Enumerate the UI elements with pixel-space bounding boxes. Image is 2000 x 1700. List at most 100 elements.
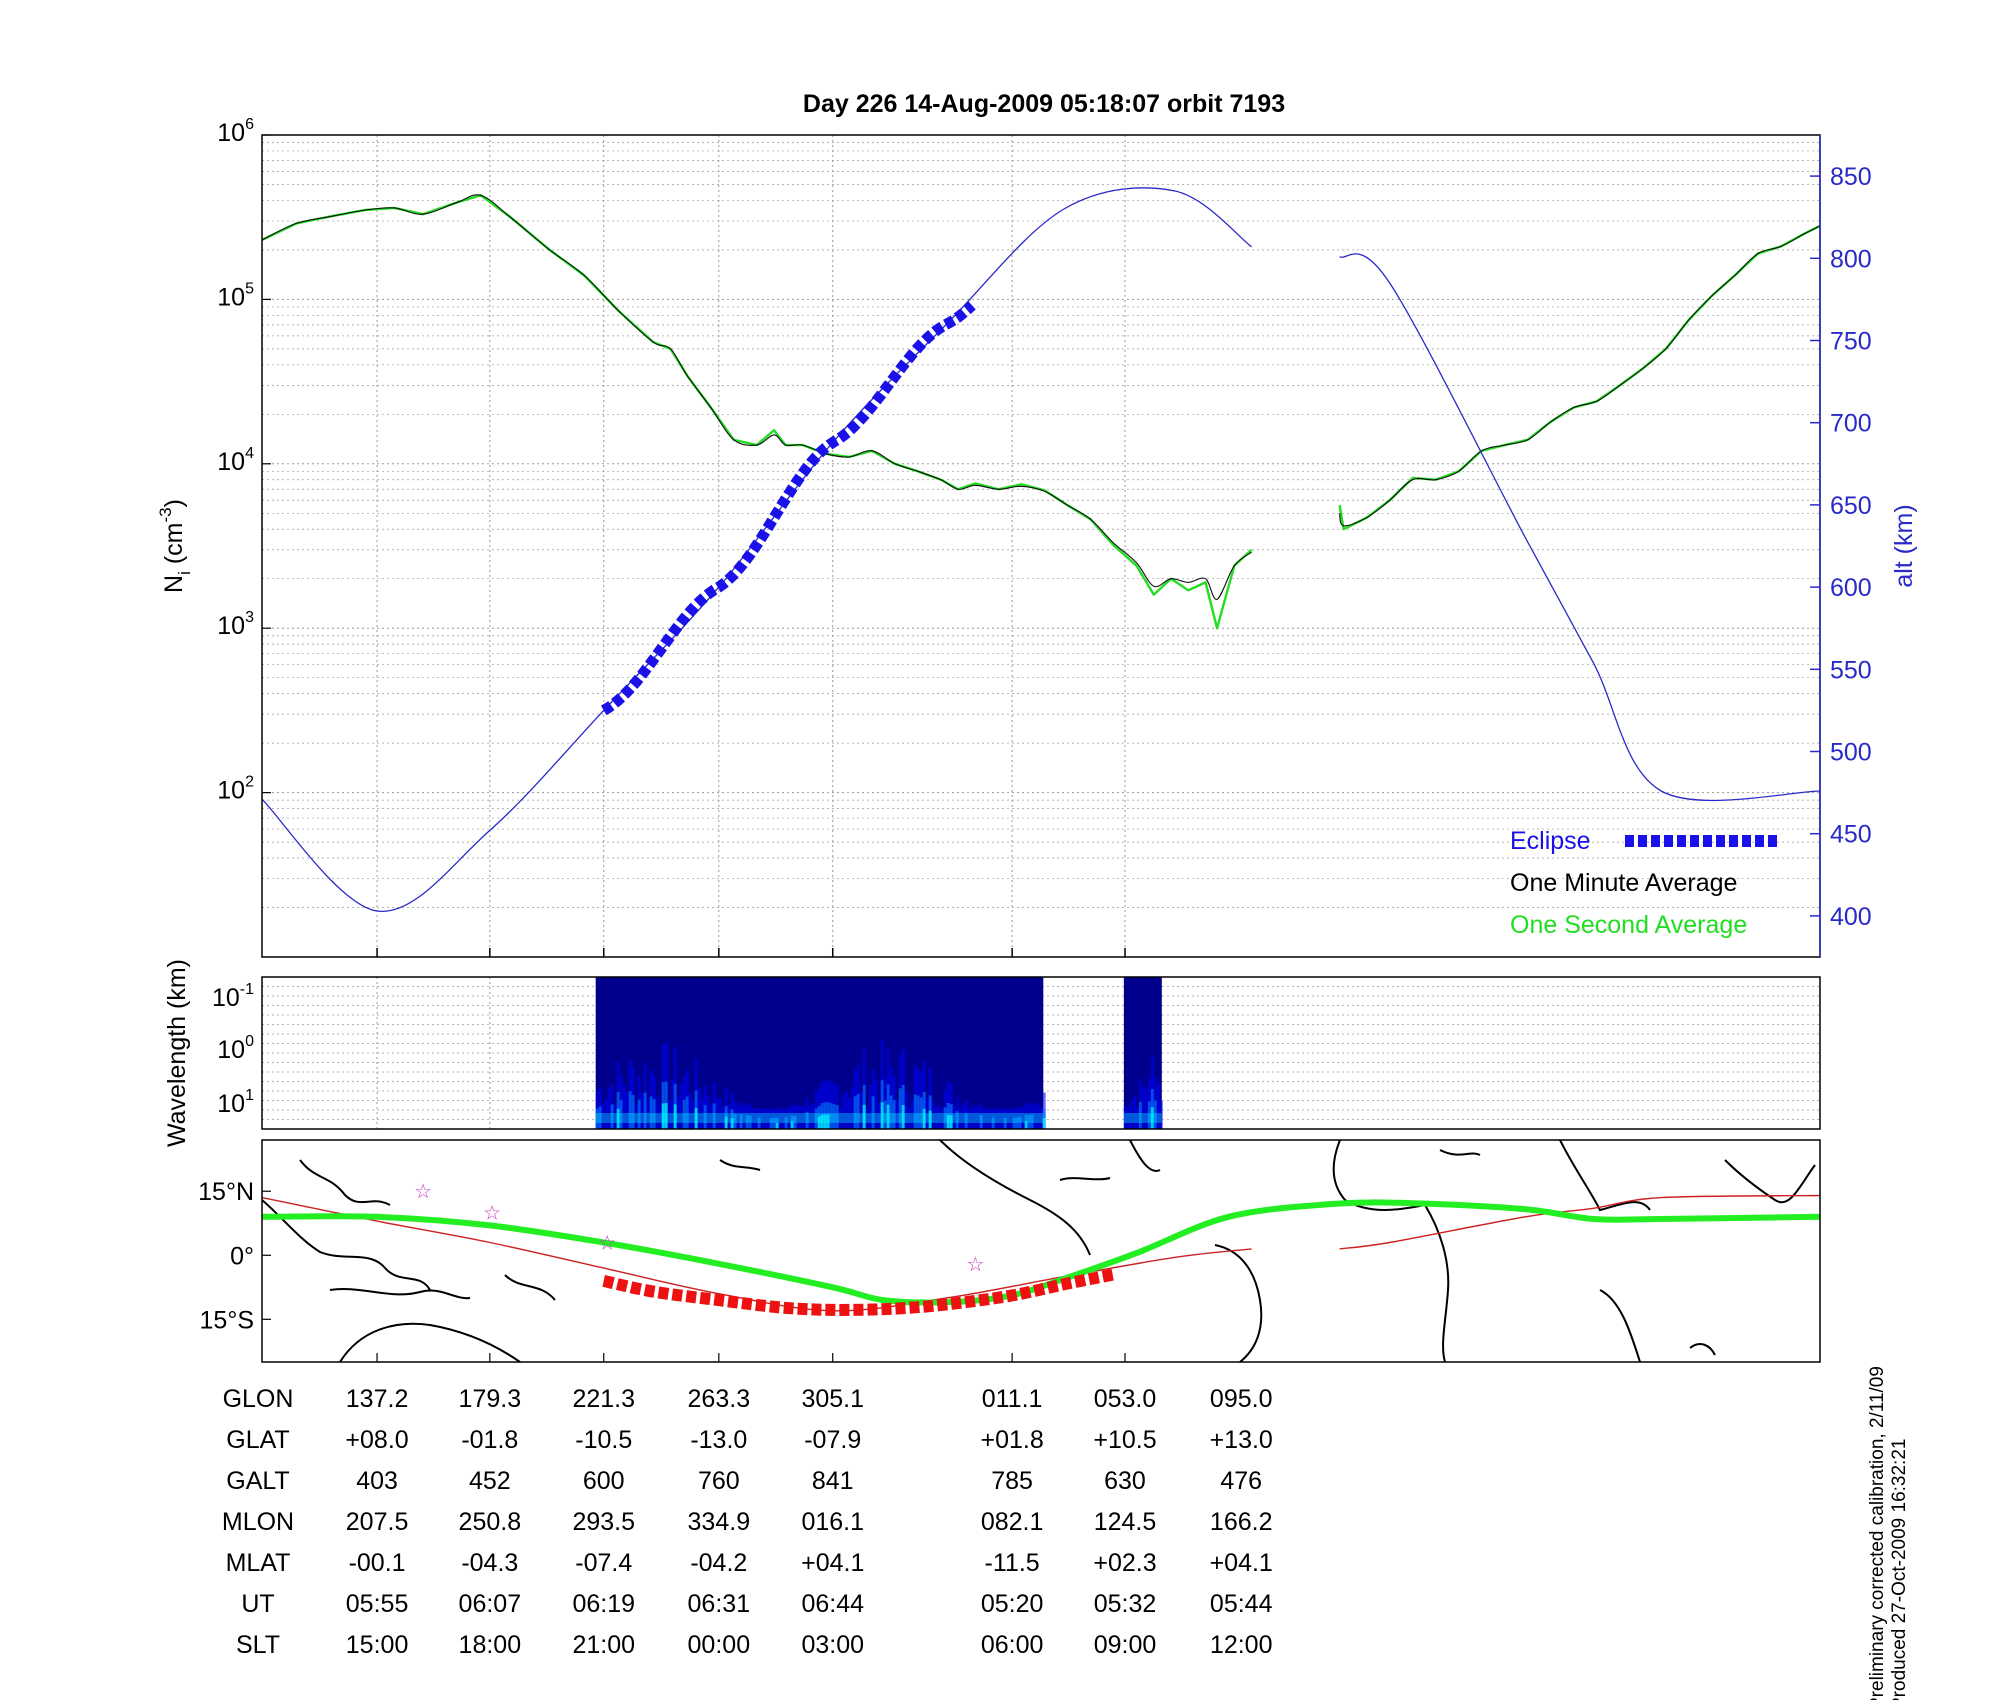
spectrogram-column	[940, 1108, 944, 1129]
coastline	[1689, 1343, 1716, 1356]
spectrogram-column	[715, 1097, 719, 1129]
ephemeris-cell: 785	[991, 1467, 1033, 1495]
spectrogram-column-mid	[682, 1099, 686, 1129]
spectrogram-column	[910, 1099, 914, 1129]
coastline	[1129, 1139, 1161, 1172]
ephemeris-cell: 09:00	[1094, 1631, 1157, 1659]
spectrogram-column-mid	[1012, 1117, 1016, 1129]
ephemeris-cell: 179.3	[459, 1385, 522, 1413]
spectrogram-column-mid	[814, 1108, 818, 1129]
ephemeris-cell: 03:00	[801, 1631, 864, 1659]
spectrogram-column	[925, 1097, 929, 1129]
ephemeris-cell: 476	[1220, 1467, 1262, 1495]
spectrogram-column-mid	[784, 1117, 788, 1129]
spectrogram-column	[1039, 1107, 1043, 1129]
spectrogram-column	[655, 1096, 659, 1129]
spectrogram-column-high	[862, 1104, 866, 1129]
density-axis-ticks: 102 103 104 105 106	[217, 116, 271, 805]
calibration-note: Preliminary corrected calibration, 2/11/…	[1867, 1366, 1888, 1700]
spectrogram-column	[988, 1108, 992, 1129]
spectrogram-column	[799, 1106, 803, 1129]
spectrogram-column	[937, 1105, 941, 1129]
spectrogram-column	[1135, 1107, 1139, 1129]
eclipse-altitude-segment	[600, 301, 976, 716]
coastline	[939, 1139, 1091, 1256]
spectrogram-column-mid	[619, 1099, 623, 1129]
density-plot-frame	[262, 135, 1820, 957]
star-marker: ☆	[966, 1254, 984, 1276]
spectrogram-column	[967, 1108, 971, 1129]
density-panel: 102 103 104 105 106 400 450 500 550 600 650 700 750…	[156, 116, 1918, 958]
latitude-tick-label: 0°	[230, 1242, 254, 1270]
spectrogram-column-mid	[733, 1113, 737, 1129]
ephemeris-cell: 053.0	[1094, 1385, 1157, 1413]
magnetic-equator-line	[1339, 1194, 1821, 1250]
altitude-tick-label: 750	[1830, 328, 1872, 356]
spectrogram-column-high	[673, 1104, 677, 1129]
ephemeris-cell: +13.0	[1210, 1426, 1273, 1454]
ephemeris-cell: 334.9	[688, 1508, 751, 1536]
spectrogram-column	[700, 1098, 704, 1129]
spectrogram-column	[601, 1104, 605, 1129]
ephemeris-cell: 011.1	[982, 1385, 1043, 1413]
density-series	[261, 187, 1821, 912]
ephemeris-cell: -11.5	[985, 1549, 1040, 1577]
ephemeris-cell: -00.1	[349, 1549, 406, 1577]
spectrogram-column-high	[790, 1121, 794, 1129]
spectrogram-column-mid	[649, 1096, 653, 1129]
ephemeris-row-label: GLON	[223, 1385, 294, 1413]
coastline	[339, 1322, 521, 1363]
spectrogram-column	[868, 1085, 872, 1129]
spectrogram-column	[613, 1104, 617, 1129]
spectrogram-column	[760, 1108, 764, 1129]
ephemeris-cell: -07.4	[575, 1549, 632, 1577]
spectrogram-column	[736, 1105, 740, 1129]
ephemeris-cell: 403	[356, 1467, 398, 1495]
ephemeris-cell: 21:00	[572, 1631, 635, 1659]
spectrogram-column	[679, 1083, 683, 1129]
spectrogram-low-band	[595, 1113, 1044, 1123]
ephemeris-cell: +01.8	[980, 1426, 1043, 1454]
spectrogram-column-high	[826, 1114, 830, 1129]
ephemeris-cell: 293.5	[572, 1508, 635, 1536]
density-tick-label: 104	[217, 445, 254, 476]
spectrogram-column-high	[886, 1104, 890, 1129]
ephemeris-cell: 016.1	[801, 1508, 864, 1536]
ephemeris-cell: -04.3	[461, 1549, 518, 1577]
spectrogram-column	[838, 1107, 842, 1129]
spectrogram-column	[982, 1108, 986, 1129]
spectrogram-column	[994, 1108, 998, 1129]
spectrogram-column	[667, 1100, 671, 1129]
spectrogram-column-mid	[1018, 1116, 1022, 1129]
ephemeris-row-label: SLT	[236, 1631, 280, 1659]
spectrogram-column	[802, 1105, 806, 1129]
spectrogram-column-mid	[1147, 1101, 1151, 1129]
spectrogram-column-high	[820, 1114, 824, 1129]
coastline	[1439, 1149, 1481, 1156]
spectrogram-heatmap	[595, 977, 1163, 1129]
spectrogram-column	[907, 1107, 911, 1129]
spectrogram-column-mid	[631, 1094, 635, 1129]
wavelength-axis-ticks: 10-1 100 101	[212, 981, 254, 1118]
ephemeris-cell: +02.3	[1093, 1549, 1156, 1577]
spectrogram-column	[670, 1079, 674, 1129]
spectrogram-column-mid	[628, 1091, 632, 1129]
spectrogram-column	[1006, 1108, 1010, 1129]
spectrogram-column-high	[1150, 1107, 1154, 1129]
spectrogram-column	[973, 1106, 977, 1129]
spectrogram-column-mid	[955, 1111, 959, 1129]
spectrogram-column-mid	[805, 1111, 809, 1129]
spectrogram-column	[634, 1103, 638, 1129]
wavelength-axis-label: Wavelength (km)	[163, 959, 191, 1147]
spectrogram-column	[754, 1108, 758, 1129]
wavelength-tick-label: 10-1	[212, 981, 254, 1012]
spectrogram-column-high	[1042, 1118, 1046, 1129]
density-tick-label: 105	[217, 280, 254, 311]
legend-eclipse-label: Eclipse	[1510, 827, 1591, 855]
coastline-map	[261, 1139, 1816, 1363]
spectrogram-column	[796, 1105, 800, 1129]
ephemeris-cell: 095.0	[1210, 1385, 1273, 1413]
ephemeris-cell: 05:32	[1094, 1590, 1157, 1618]
spectrogram-column	[1144, 1088, 1148, 1129]
